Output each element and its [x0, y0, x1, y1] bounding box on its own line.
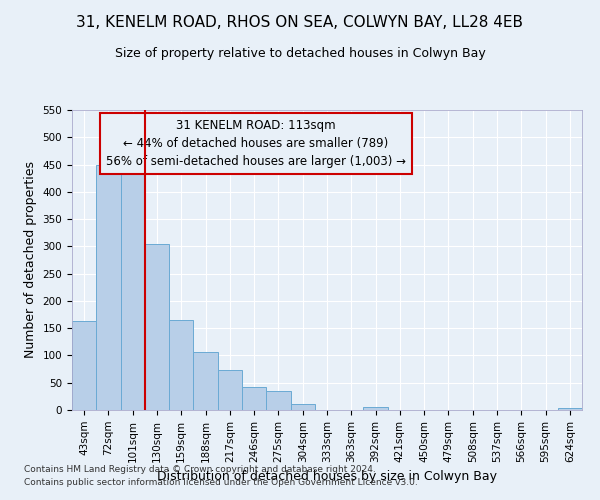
Bar [290, 404, 315, 410]
Y-axis label: Number of detached properties: Number of detached properties [24, 162, 37, 358]
Text: Contains HM Land Registry data © Crown copyright and database right 2024.: Contains HM Land Registry data © Crown c… [24, 466, 376, 474]
Bar [242, 386, 266, 410]
Bar [364, 406, 388, 410]
Bar [121, 172, 145, 410]
Bar [145, 244, 169, 410]
Text: 31 KENELM ROAD: 113sqm
← 44% of detached houses are smaller (789)
56% of semi-de: 31 KENELM ROAD: 113sqm ← 44% of detached… [106, 119, 406, 168]
Bar [218, 370, 242, 410]
Bar [266, 392, 290, 410]
Bar [72, 321, 96, 410]
Text: 31, KENELM ROAD, RHOS ON SEA, COLWYN BAY, LL28 4EB: 31, KENELM ROAD, RHOS ON SEA, COLWYN BAY… [77, 15, 523, 30]
Bar [96, 164, 121, 410]
Bar [558, 408, 582, 410]
Bar [193, 352, 218, 410]
X-axis label: Distribution of detached houses by size in Colwyn Bay: Distribution of detached houses by size … [157, 470, 497, 483]
Text: Size of property relative to detached houses in Colwyn Bay: Size of property relative to detached ho… [115, 48, 485, 60]
Bar [169, 320, 193, 410]
Text: Contains public sector information licensed under the Open Government Licence v3: Contains public sector information licen… [24, 478, 418, 487]
